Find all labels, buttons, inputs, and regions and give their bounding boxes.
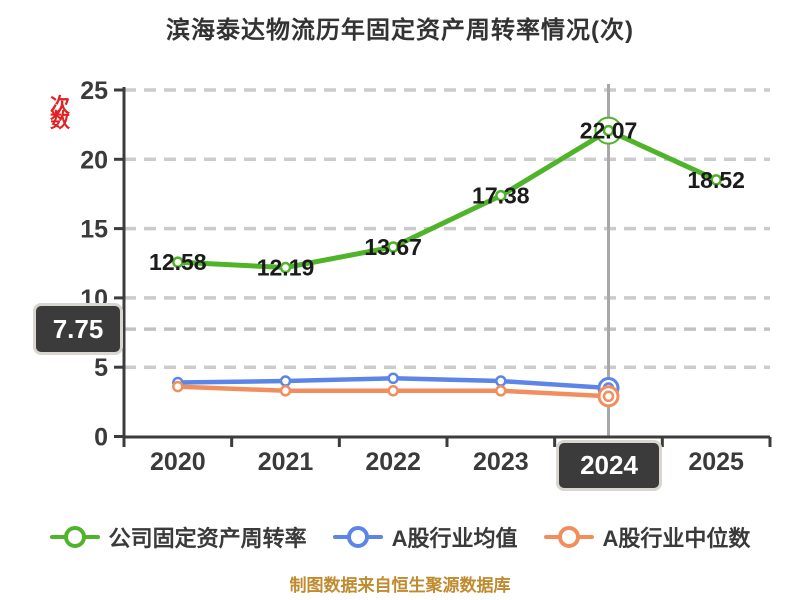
legend-marker-orange-icon [543, 526, 594, 548]
series-0[interactable] [172, 116, 722, 274]
y-axis-unit-label: 次数 [50, 95, 70, 132]
y-axis-pointer-label: 7.75 [33, 303, 123, 355]
svg-text:5: 5 [94, 354, 108, 382]
svg-text:15: 15 [80, 216, 108, 244]
legend-label-industry-mean: A股行业均值 [391, 526, 518, 551]
svg-text:2021: 2021 [258, 448, 314, 476]
series-2[interactable] [172, 380, 620, 408]
svg-text:20: 20 [80, 146, 108, 174]
svg-text:25: 25 [80, 77, 108, 105]
svg-text:12.19: 12.19 [257, 255, 315, 281]
legend: 公司固定资产周转率 A股行业均值 A股行业中位数 [0, 521, 800, 553]
svg-text:13.67: 13.67 [364, 234, 422, 260]
svg-text:22.07: 22.07 [580, 118, 638, 144]
legend-marker-blue-icon [332, 526, 383, 548]
svg-text:2025: 2025 [688, 448, 744, 476]
svg-text:2020: 2020 [150, 448, 206, 476]
legend-label-industry-median: A股行业中位数 [602, 526, 751, 551]
chart-title: 滨海泰达物流历年固定资产周转率情况(次) [166, 17, 634, 44]
data-source-caption: 制图数据来自恒生聚源数据库 [289, 576, 511, 595]
legend-item-company-turnover[interactable]: 公司固定资产周转率 [49, 521, 307, 553]
series-data-labels: 12.58 12.19 13.67 17.38 22.07 18.52 [149, 118, 745, 281]
svg-text:0: 0 [94, 424, 108, 452]
gridlines [124, 88, 770, 369]
axes [114, 87, 772, 447]
tick-labels: 0510152025202020212022202320242025 [80, 77, 744, 476]
svg-text:17.38: 17.38 [472, 183, 530, 209]
svg-text:12.58: 12.58 [149, 249, 207, 275]
legend-label-company-turnover: 公司固定资产周转率 [108, 526, 307, 551]
svg-text:2022: 2022 [365, 448, 421, 476]
legend-item-industry-mean[interactable]: A股行业均值 [332, 521, 518, 553]
svg-text:2023: 2023 [473, 448, 529, 476]
legend-marker-green-icon [49, 526, 100, 548]
svg-text:18.52: 18.52 [687, 167, 745, 193]
x-axis-pointer-label: 2024 [556, 440, 662, 491]
legend-item-industry-median[interactable]: A股行业中位数 [543, 521, 751, 553]
